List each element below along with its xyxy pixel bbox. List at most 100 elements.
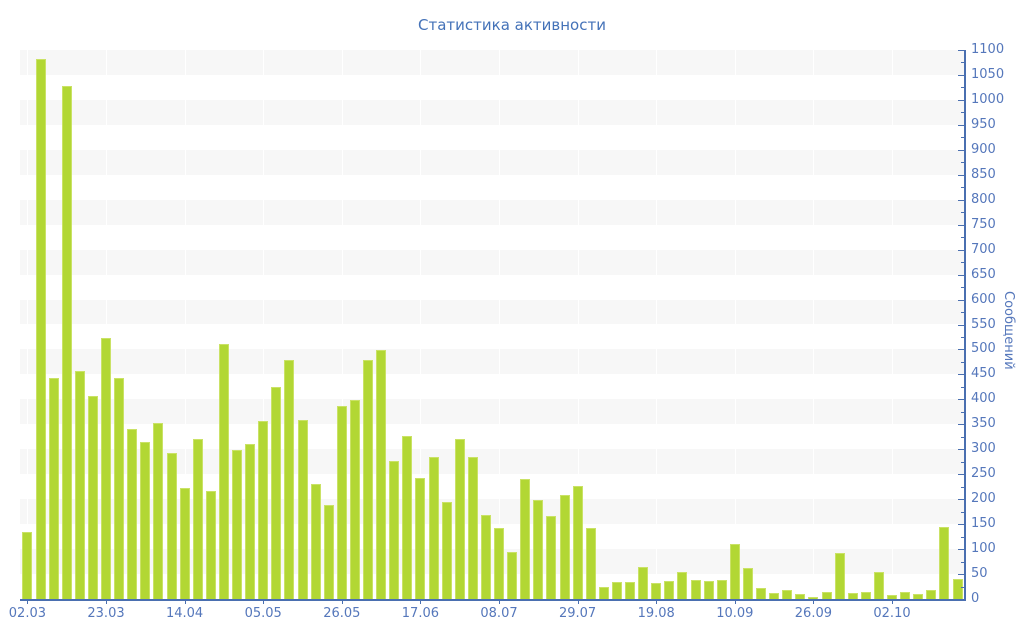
bar[interactable]: [926, 589, 937, 599]
bar[interactable]: [913, 594, 924, 599]
bar[interactable]: [127, 429, 138, 599]
bar[interactable]: [61, 85, 72, 599]
background-stripe: [20, 474, 965, 500]
bar[interactable]: [742, 568, 753, 599]
bar[interactable]: [716, 580, 727, 599]
bar[interactable]: [349, 400, 360, 599]
bar[interactable]: [769, 593, 780, 599]
chart-title: Статистика активности: [418, 16, 606, 34]
background-stripe: [20, 249, 965, 275]
bar[interactable]: [205, 490, 216, 599]
bar[interactable]: [74, 370, 85, 599]
bar[interactable]: [572, 485, 583, 599]
y-major-tick: [958, 299, 965, 301]
bar[interactable]: [821, 592, 832, 599]
bar[interactable]: [598, 587, 609, 599]
x-axis-line: [20, 599, 966, 601]
background-stripe: [20, 524, 965, 550]
bar[interactable]: [808, 597, 819, 599]
bar[interactable]: [494, 528, 504, 599]
bar[interactable]: [310, 484, 321, 599]
bar[interactable]: [703, 580, 714, 599]
bar[interactable]: [625, 581, 635, 599]
bar[interactable]: [546, 515, 557, 599]
bar[interactable]: [795, 594, 806, 599]
bar[interactable]: [166, 453, 177, 599]
y-minor-tick: [961, 561, 965, 563]
y-minor-tick: [961, 312, 965, 314]
bar[interactable]: [677, 571, 688, 599]
background-stripe: [20, 399, 965, 425]
y-minor-tick: [961, 461, 965, 463]
bar[interactable]: [664, 581, 675, 599]
y-major-tick: [958, 174, 965, 176]
y-major-tick: [958, 199, 965, 201]
x-tick-label: 02.03: [8, 606, 46, 621]
bar[interactable]: [101, 338, 111, 599]
bar[interactable]: [480, 515, 491, 599]
bar[interactable]: [376, 349, 387, 599]
y-tick-label: 1050: [971, 66, 1005, 82]
bar[interactable]: [585, 528, 596, 599]
bar[interactable]: [873, 571, 884, 599]
background-stripe: [20, 124, 965, 150]
bar[interactable]: [153, 423, 164, 599]
x-tick-label: 26.05: [323, 606, 361, 621]
y-major-tick: [958, 224, 965, 226]
bar[interactable]: [363, 360, 373, 599]
bar[interactable]: [22, 532, 33, 599]
y-tick-label: 0: [971, 591, 980, 606]
background-stripe: [20, 549, 965, 575]
bar[interactable]: [428, 457, 439, 599]
y-tick-label: 450: [971, 366, 996, 382]
bar[interactable]: [271, 387, 282, 599]
bar[interactable]: [900, 592, 911, 599]
bar[interactable]: [336, 406, 347, 599]
bar[interactable]: [939, 527, 950, 599]
bar[interactable]: [638, 567, 649, 599]
bar[interactable]: [467, 456, 478, 599]
bar[interactable]: [690, 580, 701, 599]
bar[interactable]: [454, 439, 465, 599]
bar[interactable]: [87, 395, 98, 599]
bar[interactable]: [441, 501, 452, 599]
bar[interactable]: [533, 499, 544, 599]
bar[interactable]: [114, 378, 125, 599]
bar[interactable]: [507, 552, 518, 599]
y-major-tick: [958, 524, 965, 526]
bar[interactable]: [847, 593, 858, 599]
y-minor-tick: [961, 361, 965, 363]
bar[interactable]: [192, 439, 203, 599]
background-stripe: [20, 74, 965, 100]
vertical-gridline: [27, 50, 29, 599]
bar[interactable]: [952, 579, 963, 599]
bar[interactable]: [48, 378, 59, 599]
bar[interactable]: [834, 553, 845, 599]
bar[interactable]: [651, 583, 662, 599]
background-stripe: [20, 324, 965, 350]
bar[interactable]: [245, 444, 256, 599]
y-major-tick: [958, 349, 965, 351]
bar[interactable]: [218, 344, 229, 599]
bar[interactable]: [140, 442, 151, 599]
bar[interactable]: [389, 460, 400, 599]
bar[interactable]: [402, 435, 413, 599]
bar[interactable]: [729, 544, 740, 599]
bar[interactable]: [284, 359, 295, 599]
bar[interactable]: [258, 421, 269, 599]
bar[interactable]: [559, 494, 570, 599]
bar[interactable]: [35, 58, 46, 599]
bar[interactable]: [860, 592, 871, 599]
y-minor-tick: [961, 137, 965, 139]
bar[interactable]: [179, 488, 190, 599]
bar[interactable]: [782, 589, 793, 599]
bar[interactable]: [323, 504, 334, 599]
bar[interactable]: [756, 588, 766, 599]
bar[interactable]: [520, 479, 531, 599]
bar[interactable]: [415, 478, 426, 599]
bar[interactable]: [611, 581, 622, 599]
bar[interactable]: [232, 450, 242, 599]
background-stripe: [20, 374, 965, 400]
bar[interactable]: [297, 420, 308, 599]
bar[interactable]: [887, 595, 897, 599]
